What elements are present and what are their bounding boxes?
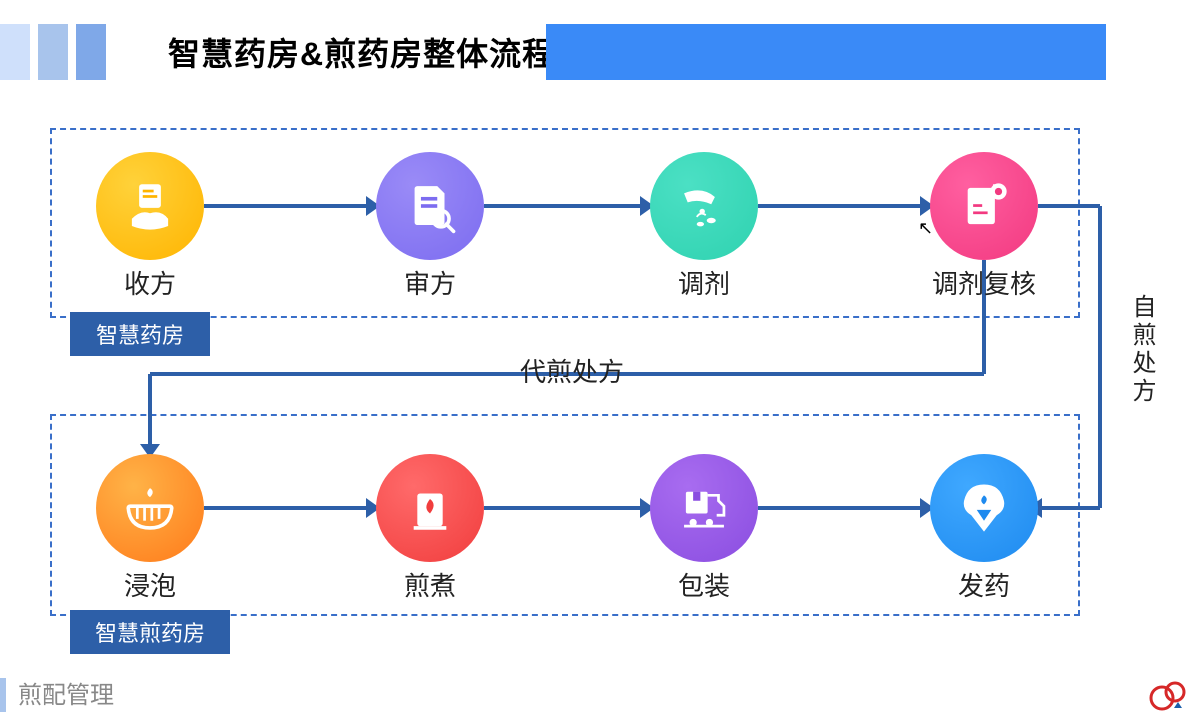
label-proxy-prescription: 代煎处方 <box>520 352 624 389</box>
group-tag-decoction-label: 智慧煎药房 <box>95 621 205 646</box>
node-soak-label: 浸泡 <box>70 566 230 603</box>
node-decoct <box>376 454 484 562</box>
node-receive <box>96 152 204 260</box>
node-recheck <box>930 152 1038 260</box>
node-decoct-label: 煎煮 <box>350 566 510 603</box>
node-receive-label: 收方 <box>70 264 230 301</box>
node-deliver-label: 发药 <box>904 566 1064 603</box>
node-deliver <box>930 454 1038 562</box>
group-tag-decoction: 智慧煎药房 <box>70 610 230 654</box>
page-title: 智慧药房&煎药房整体流程 <box>168 24 555 80</box>
header-stripe-4 <box>114 24 144 80</box>
page-title-text: 智慧药房&煎药房整体流程 <box>168 29 555 75</box>
node-soak <box>96 454 204 562</box>
node-dispense <box>650 152 758 260</box>
header-stripe-1 <box>0 24 30 80</box>
node-package <box>650 454 758 562</box>
node-package-label: 包装 <box>624 566 784 603</box>
mouse-cursor-icon: ↖ <box>918 218 933 239</box>
node-recheck-label: 调剂复核 <box>904 264 1064 301</box>
footer-accent-bar <box>0 678 6 712</box>
node-review-label: 审方 <box>350 264 510 301</box>
header-tail-bar <box>546 24 1106 80</box>
group-tag-pharmacy-label: 智慧药房 <box>96 323 184 348</box>
brand-logo-icon <box>1148 676 1188 716</box>
label-self-prescription: 自煎处方 <box>1124 294 1159 406</box>
node-dispense-label: 调剂 <box>624 264 784 301</box>
node-review <box>376 152 484 260</box>
label-self-prescription-text: 自煎处方 <box>1128 294 1155 406</box>
label-proxy-prescription-text: 代煎处方 <box>520 357 624 387</box>
footer-section-label-text: 煎配管理 <box>18 682 114 709</box>
footer-section-label: 煎配管理 <box>18 675 114 710</box>
header-stripe-2 <box>38 24 68 80</box>
group-tag-pharmacy: 智慧药房 <box>70 312 210 356</box>
header-stripe-3 <box>76 24 106 80</box>
